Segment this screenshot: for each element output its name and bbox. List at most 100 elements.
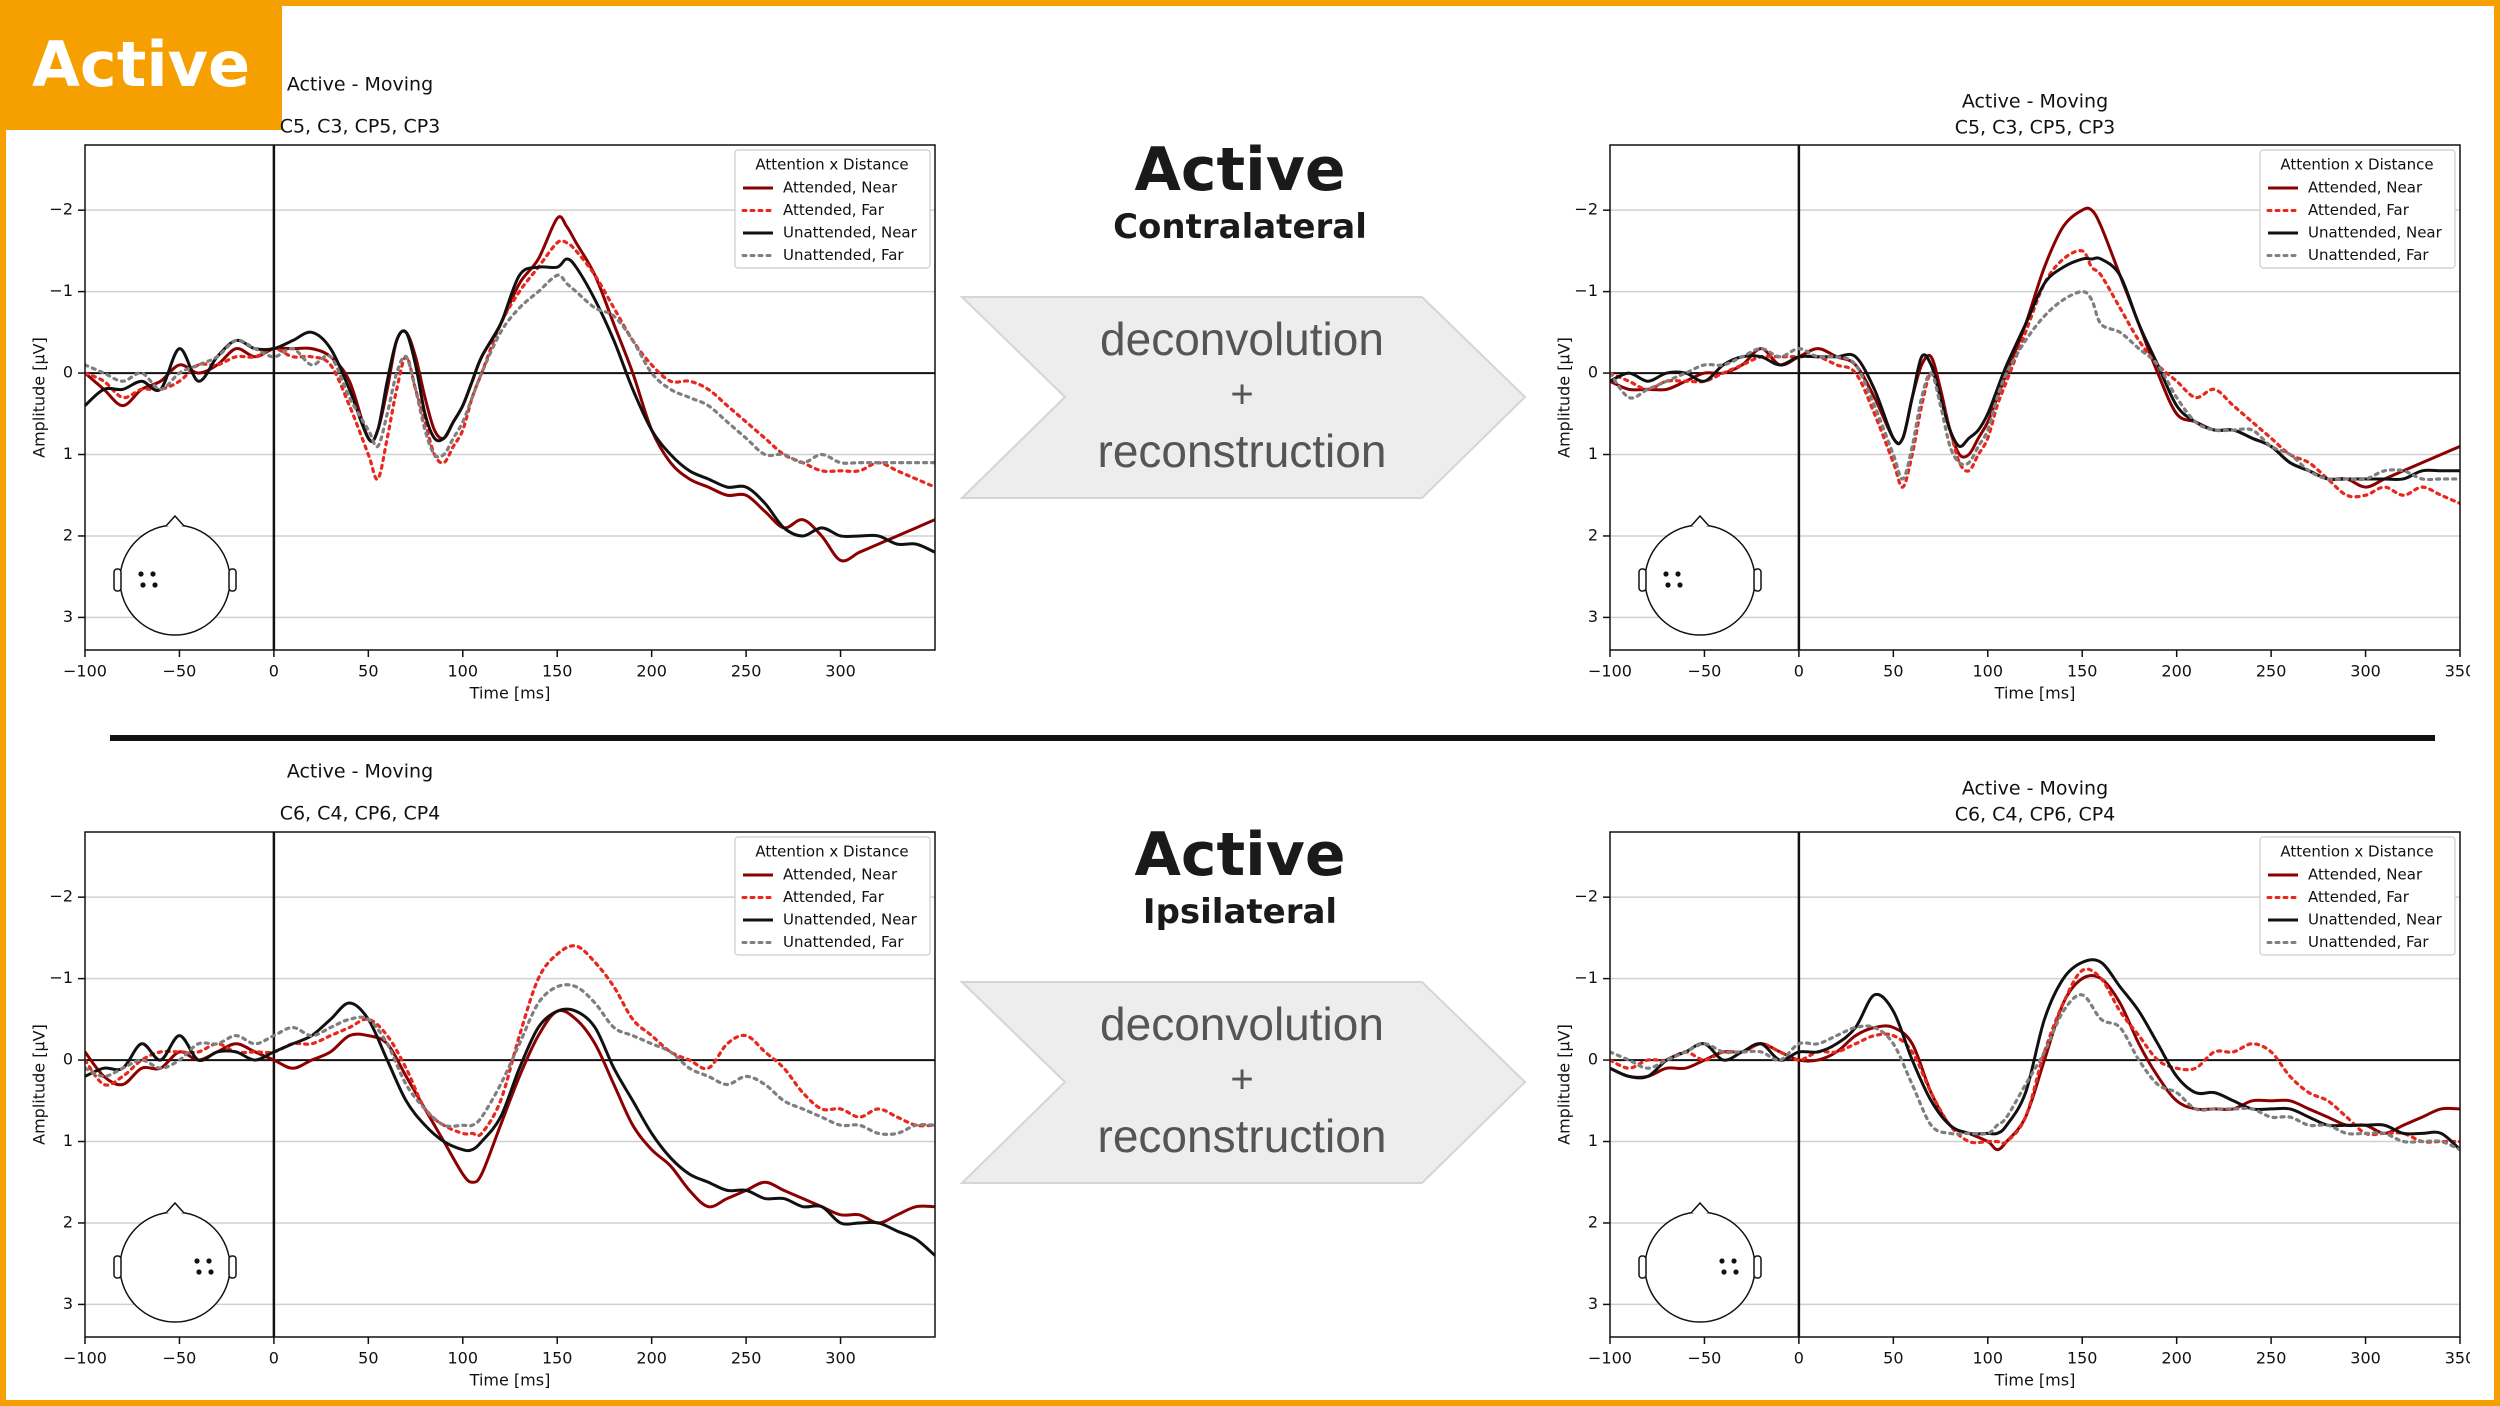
x-tick-label: 150	[542, 662, 573, 681]
series-line-unattended-far	[85, 273, 935, 465]
y-tick-label: 0	[1588, 363, 1598, 382]
y-tick-label: −1	[1574, 968, 1598, 987]
chart-ipsi-deconv: Active - Moving C6, C4, CP6, CP4 −100 −50 0 5…	[1545, 767, 2471, 1392]
y-tick-label: 2	[63, 1212, 73, 1231]
x-tick-label: −100	[1588, 662, 1632, 681]
y-tick-label: 1	[1588, 1131, 1598, 1150]
x-tick-label: 200	[636, 1349, 667, 1368]
y-tick-label: 1	[63, 444, 73, 463]
x-tick-label: 50	[358, 1349, 378, 1368]
legend-label: Unattended, Near	[783, 911, 918, 929]
x-tick-label: 100	[448, 662, 479, 681]
x-tick-label: 100	[1973, 1349, 2004, 1368]
chart-subtitle: C6, C4, CP6, CP4	[280, 803, 441, 825]
plot-frame	[1609, 831, 2461, 1338]
contra-heading-block: Active Contralateral	[1040, 135, 1440, 249]
legend-title: Attention x Distance	[755, 843, 908, 861]
y-tick-label: −2	[1574, 887, 1598, 906]
y-tick-label: 3	[1588, 1294, 1598, 1313]
x-tick-label: 0	[1794, 662, 1804, 681]
x-tick-label: 150	[2067, 662, 2098, 681]
y-tick-label: 3	[63, 607, 73, 626]
legend-title: Attention x Distance	[755, 156, 908, 174]
ipsi-arrow-line-2: +	[1230, 1058, 1253, 1102]
legend-label: Unattended, Far	[783, 246, 904, 264]
chart-contra-original-svg: Active - Moving C5, C3, CP5, CP3 −100 −50 0 5…	[30, 74, 936, 703]
y-tick-label: −1	[49, 281, 73, 300]
head-topomap-icon	[1638, 1201, 1762, 1323]
y-tick-label: 0	[1588, 1050, 1598, 1069]
ipsi-arrow-line-3: reconstruction	[1098, 1110, 1387, 1162]
legend-label: Unattended, Near	[2308, 224, 2443, 242]
contra-heading: Active	[1134, 135, 1346, 205]
series-line-attended-far	[1610, 249, 2460, 505]
series-line-attended-far	[85, 944, 935, 1138]
x-tick-label: 150	[542, 1349, 573, 1368]
ipsi-subheading: Ipsilateral	[1142, 892, 1338, 932]
head-topomap-icon	[113, 514, 237, 636]
x-tick-label: −50	[163, 662, 197, 681]
x-tick-label: 350	[2445, 662, 2470, 681]
series-line-attended-far	[1610, 967, 2460, 1145]
y-axis-label: Amplitude [μV]	[1555, 1024, 1574, 1145]
x-tick-label: −100	[63, 662, 107, 681]
x-tick-label: 0	[269, 1349, 279, 1368]
y-tick-label: −2	[49, 200, 73, 219]
series-line-unattended-far	[1610, 290, 2460, 482]
contra-process-arrow: deconvolution + reconstruction	[959, 295, 1530, 504]
plot-frame	[1609, 144, 2461, 651]
x-tick-label: −100	[63, 1349, 107, 1368]
section-divider	[110, 735, 2435, 741]
x-tick-label: −50	[1688, 1349, 1722, 1368]
series-line-unattended-far	[1610, 993, 2460, 1152]
legend-label: Attended, Far	[783, 201, 885, 219]
contra-subheading: Contralateral	[1113, 207, 1367, 247]
series-line-unattended-far	[85, 983, 935, 1136]
y-tick-label: 1	[1588, 444, 1598, 463]
y-tick-label: 2	[1588, 525, 1598, 544]
ipsi-heading-block: Active Ipsilateral	[1040, 820, 1440, 934]
x-tick-label: 300	[825, 1349, 856, 1368]
x-tick-label: 50	[1883, 1349, 1903, 1368]
legend-label: Unattended, Near	[2308, 911, 2443, 929]
legend-label: Attended, Near	[2308, 866, 2423, 884]
legend-label: Attended, Far	[783, 888, 885, 906]
contra-arrow-line-2: +	[1230, 373, 1253, 417]
x-tick-label: 0	[1794, 1349, 1804, 1368]
legend-box	[734, 149, 931, 269]
x-tick-label: 250	[2256, 1349, 2287, 1368]
series-line-unattended-near	[1610, 958, 2460, 1151]
x-axis-label: Time [ms]	[1994, 1371, 2076, 1390]
legend-title: Attention x Distance	[2280, 156, 2433, 174]
y-tick-label: 0	[63, 363, 73, 382]
series-line-unattended-near	[1610, 256, 2460, 482]
chart-contra-deconv-svg: Active - Moving C5, C3, CP5, CP3 −100 −50 0 5…	[1555, 91, 2471, 703]
ipsi-process-arrow: deconvolution + reconstruction	[959, 980, 1530, 1189]
ipsi-arrow-line-1: deconvolution	[1100, 998, 1384, 1050]
y-axis-label: Amplitude [μV]	[30, 1024, 49, 1145]
section-badge: Active	[0, 0, 282, 130]
y-tick-label: 2	[1588, 1212, 1598, 1231]
x-tick-label: 300	[2350, 662, 2381, 681]
x-tick-label: 150	[2067, 1349, 2098, 1368]
legend-label: Unattended, Near	[783, 224, 918, 242]
head-topomap-icon	[1638, 514, 1762, 636]
y-tick-label: 3	[1588, 607, 1598, 626]
x-tick-label: 350	[2445, 1349, 2470, 1368]
legend-label: Unattended, Far	[2308, 246, 2429, 264]
y-tick-label: −1	[1574, 281, 1598, 300]
y-tick-label: 1	[63, 1131, 73, 1150]
ipsi-heading: Active	[1134, 820, 1346, 890]
legend-label: Attended, Far	[2308, 201, 2410, 219]
x-tick-label: 250	[731, 1349, 762, 1368]
chart-ipsi-deconv-svg: Active - Moving C6, C4, CP6, CP4 −100 −50 0 5…	[1555, 778, 2471, 1390]
x-tick-label: −100	[1588, 1349, 1632, 1368]
chart-title: Active - Moving	[287, 74, 433, 96]
legend-label: Attended, Near	[2308, 179, 2423, 197]
x-tick-label: −50	[163, 1349, 197, 1368]
x-tick-label: 200	[636, 662, 667, 681]
x-tick-label: 250	[2256, 662, 2287, 681]
plot-frame	[84, 831, 936, 1338]
legend-box	[734, 836, 931, 956]
